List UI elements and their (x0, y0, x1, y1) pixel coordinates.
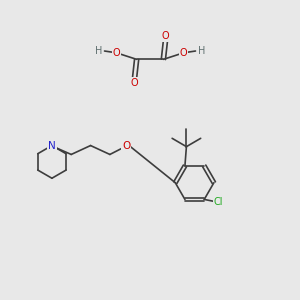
Text: Cl: Cl (214, 197, 223, 207)
Text: O: O (162, 31, 169, 41)
Text: H: H (95, 46, 102, 56)
Text: O: O (180, 48, 188, 58)
Text: O: O (130, 77, 138, 88)
Text: H: H (198, 46, 205, 56)
Text: N: N (48, 140, 56, 151)
Text: O: O (112, 48, 120, 58)
Text: O: O (122, 141, 130, 151)
